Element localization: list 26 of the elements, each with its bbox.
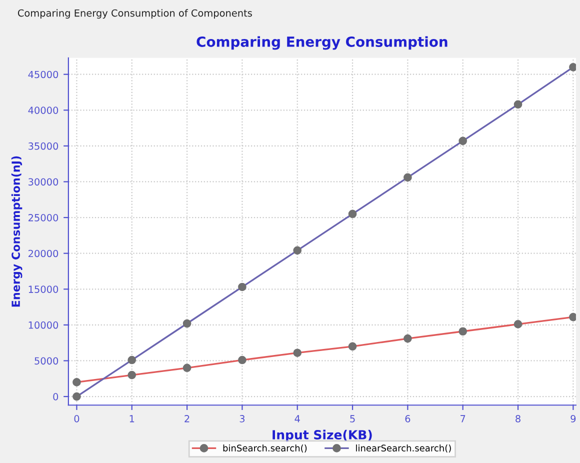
y-tick-label: 0 — [53, 393, 58, 400]
y-tick-label: 30000 — [28, 178, 58, 186]
x-tick-label: 1 — [130, 415, 134, 422]
x-tick-label: 9 — [570, 415, 576, 422]
y-tick-label: 10000 — [28, 321, 58, 329]
x-tick-label: 5 — [350, 415, 355, 422]
y-tick-label: 15000 — [28, 286, 58, 293]
x-tick-label: 2 — [184, 415, 190, 422]
x-axis-title: Input Size(KB) — [272, 430, 372, 442]
y-tick-label: 40000 — [28, 106, 58, 114]
x-tick-label: 4 — [294, 415, 300, 422]
legend-label: binSearch.search() — [223, 444, 307, 453]
y-tick-label: 5000 — [34, 357, 58, 365]
x-tick-label: 7 — [460, 415, 466, 422]
x-tick-label: 0 — [74, 415, 80, 422]
y-tick-label: 35000 — [28, 142, 58, 150]
y-tick-label: 25000 — [28, 214, 58, 222]
y-axis-title: Energy Consumption(nJ) — [11, 156, 22, 307]
text: Comparing Energy Consumption of Components — [18, 9, 252, 19]
x-tick-label: 3 — [240, 415, 245, 422]
x-tick-label: 8 — [516, 415, 520, 422]
y-tick-label: 45000 — [28, 70, 58, 78]
y-tick-label: 20000 — [28, 250, 58, 258]
x-tick-label: 6 — [405, 415, 410, 422]
chart-title: Comparing Energy Consumption — [196, 36, 448, 50]
legend-label: linearSearch.search() — [356, 444, 451, 453]
